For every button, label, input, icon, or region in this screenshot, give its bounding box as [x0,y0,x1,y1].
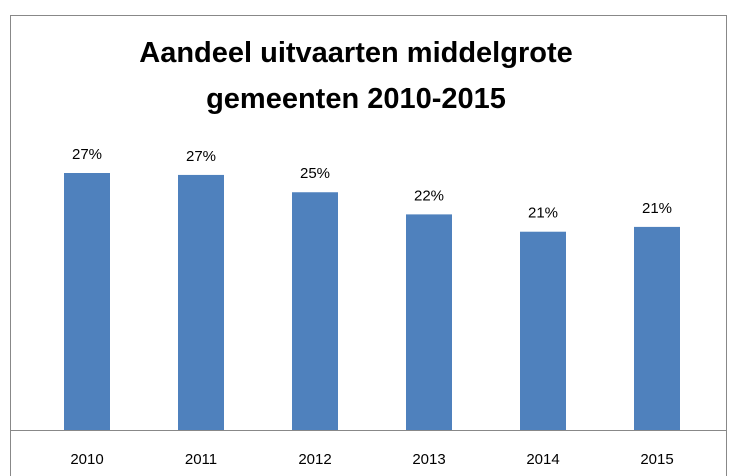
data-label: 25% [300,165,330,182]
data-label: 27% [72,146,102,163]
bar [292,192,338,430]
x-tick-label: 2013 [412,451,445,468]
data-label: 27% [186,148,216,165]
bar [406,214,452,430]
x-tick-label: 2010 [70,451,103,468]
x-tick-label: 2014 [526,451,559,468]
bar [178,174,224,430]
x-tick-label: 2012 [298,451,331,468]
chart-title: Aandeel uitvaarten middelgrote gemeenten… [139,37,573,115]
bar [64,173,110,430]
x-tick-label: 2015 [640,451,673,468]
data-label: 21% [642,200,672,217]
data-label: 21% [528,205,558,222]
data-label: 22% [414,187,444,204]
bar [520,231,566,430]
chart-border [10,15,727,476]
x-tick-label: 2011 [185,451,217,468]
bar [634,226,680,430]
